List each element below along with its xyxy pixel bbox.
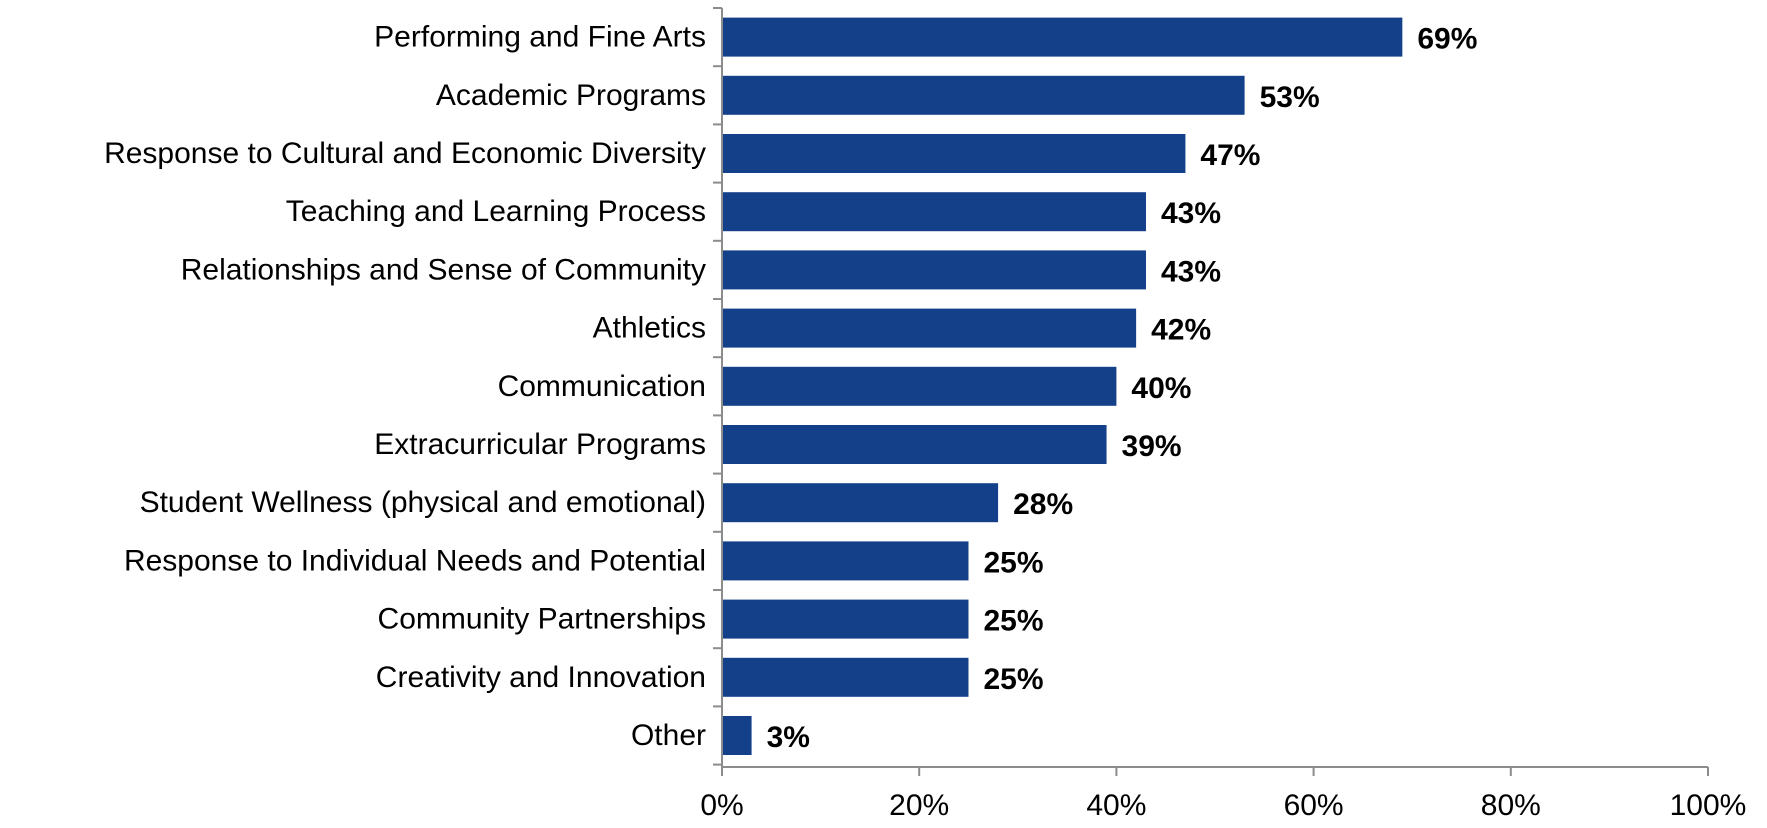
category-label: Community Partnerships — [378, 603, 706, 636]
x-tick-label: 100% — [1670, 789, 1747, 822]
category-label: Creativity and Innovation — [376, 661, 706, 694]
category-label: Other — [631, 719, 706, 752]
data-label: 40% — [1131, 372, 1191, 405]
bar — [723, 483, 999, 523]
data-label: 3% — [767, 721, 810, 754]
value-labels: 69% 53%47% 43% 43% 42% 40% 39% 28% 25% 25% 25% 3% — [767, 23, 1478, 754]
bars — [723, 17, 1403, 755]
category-labels: Performing and Fine Arts Academic Program… — [104, 21, 706, 752]
data-label: 53% — [1260, 81, 1320, 114]
category-label: Response to Cultural and Economic Divers… — [104, 137, 706, 170]
bar — [723, 716, 752, 755]
data-label: 39% — [1122, 430, 1182, 463]
category-label: Performing and Fine Arts — [374, 21, 706, 54]
category-label: Academic Programs — [436, 79, 706, 112]
bar — [723, 599, 969, 639]
bar — [723, 308, 1137, 348]
x-tick-label: 20% — [889, 789, 949, 822]
bar — [723, 657, 969, 697]
x-tick-label: 60% — [1284, 789, 1344, 822]
bar — [723, 192, 1146, 232]
bar — [723, 75, 1245, 115]
data-label: 43% — [1161, 197, 1221, 230]
bar — [723, 17, 1403, 57]
bar — [723, 250, 1146, 290]
x-tick-label: 0% — [700, 789, 743, 822]
x-tick-label: 80% — [1481, 789, 1541, 822]
bar — [723, 425, 1107, 464]
category-label: Extracurricular Programs — [374, 428, 706, 461]
data-label: 42% — [1151, 314, 1211, 347]
axes — [713, 7, 1709, 776]
category-label: Communication — [498, 370, 706, 403]
bar — [723, 134, 1186, 173]
x-tick-labels: 0% 20% 40% 60% 80% 100% — [700, 789, 1746, 822]
category-label: Teaching and Learning Process — [286, 195, 706, 228]
bar — [723, 366, 1117, 406]
data-label: 25% — [984, 546, 1044, 579]
data-label: 28% — [1013, 488, 1073, 521]
data-label: 47% — [1200, 139, 1260, 172]
category-label: Student Wellness (physical and emotional… — [140, 486, 706, 519]
category-label: Response to Individual Needs and Potenti… — [124, 544, 706, 577]
data-label: 69% — [1417, 23, 1477, 56]
bar — [723, 541, 969, 581]
x-tick-label: 40% — [1086, 789, 1146, 822]
data-label: 25% — [984, 605, 1044, 638]
category-label: Athletics — [593, 312, 706, 345]
data-label: 43% — [1161, 255, 1221, 288]
data-label: 25% — [984, 663, 1044, 696]
category-label: Relationships and Sense of Community — [181, 253, 706, 286]
